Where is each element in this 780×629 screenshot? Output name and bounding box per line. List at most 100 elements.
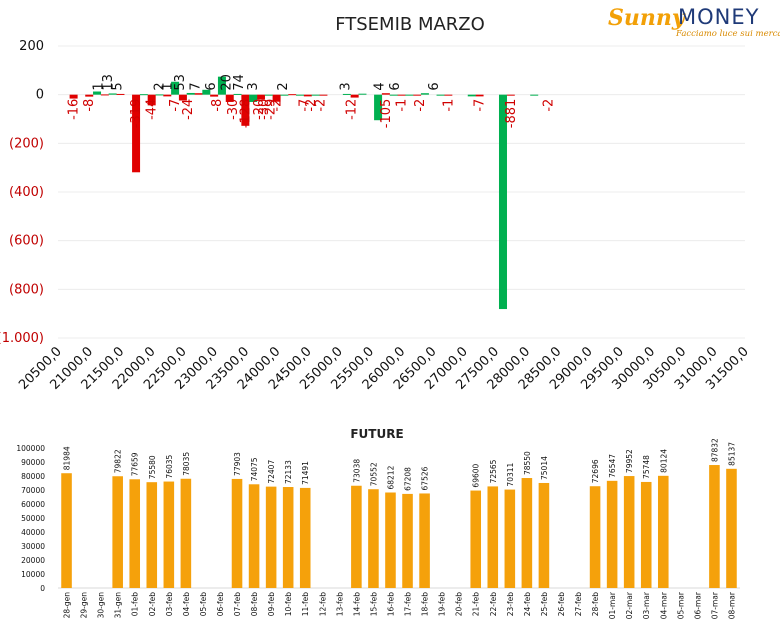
data-label: 70552 [369, 462, 378, 486]
ftsemib-marzo-chart: FTSEMIB MARZO 200 0 (200) (400) (600) (800) (1… [0, 14, 752, 393]
data-label: -7 [473, 99, 488, 112]
bar [108, 93, 117, 95]
chart1-x-axis: 20500,021000,021500,022000,022500,023000… [16, 344, 752, 393]
bar [85, 94, 94, 97]
data-label: 70311 [506, 462, 515, 486]
x-tick-label: 02-feb [148, 592, 157, 617]
bar [265, 486, 277, 588]
logo-money: MONEY [678, 5, 760, 29]
data-label: 78035 [182, 452, 191, 476]
data-label: 71491 [301, 461, 310, 485]
x-tick-label: 08-feb [250, 592, 259, 617]
bar [69, 94, 78, 99]
bar [381, 93, 390, 95]
data-label: 78550 [523, 451, 532, 475]
x-tick-label: 06-feb [216, 592, 225, 617]
data-label: -128 [238, 99, 253, 129]
x-tick-label: 26-feb [557, 592, 566, 617]
bar [467, 94, 476, 97]
bar [319, 94, 328, 96]
bar [475, 94, 484, 97]
x-tick-label: 22-feb [489, 592, 498, 617]
data-label: 1 [92, 82, 107, 90]
bar [93, 91, 102, 95]
data-label: -8 [82, 99, 97, 112]
data-label: 80124 [659, 449, 668, 473]
data-label: -2 [413, 99, 428, 112]
data-label: 77659 [131, 452, 140, 476]
data-label: 75748 [642, 455, 651, 479]
bar [61, 473, 72, 588]
bar [405, 94, 414, 96]
x-tick-label: 20-feb [455, 592, 464, 617]
y-tick-label: 100000 [16, 444, 45, 453]
data-label: -29 [263, 99, 278, 120]
data-label: 7 [188, 82, 203, 90]
x-tick-label: 03-feb [165, 592, 174, 617]
bar [256, 94, 265, 100]
bar [241, 94, 250, 126]
bar [350, 94, 359, 98]
y-tick-label: 20000 [21, 556, 45, 565]
data-label: 20 [220, 74, 235, 91]
bar [413, 94, 422, 96]
bar [506, 94, 515, 96]
bar [504, 489, 516, 588]
data-label: -2 [541, 99, 556, 112]
x-tick-label: 12-feb [318, 592, 327, 617]
bar [368, 489, 379, 588]
x-tick-label: 01-mar [608, 591, 617, 619]
x-tick-label: 03-mar [642, 591, 651, 619]
bar [623, 476, 635, 588]
y-tick-label: 10000 [21, 570, 45, 579]
y-tick-label: 200 [19, 39, 44, 54]
y-tick-label: 90000 [21, 458, 45, 467]
bar [726, 468, 737, 588]
bar [397, 94, 406, 96]
data-label: 72133 [284, 460, 293, 484]
chart2-bars [61, 465, 737, 588]
bar [288, 94, 297, 96]
data-label: 2 [152, 82, 167, 90]
x-tick-label: 04-feb [182, 592, 191, 617]
data-label: -44 [145, 99, 160, 120]
data-label: -881 [504, 99, 519, 129]
y-tick-label: 60000 [21, 500, 45, 509]
data-label: 76035 [165, 454, 174, 478]
x-tick-label: 07-mar [710, 591, 719, 619]
data-label: -20 [252, 99, 267, 120]
bar [264, 94, 273, 96]
data-label: 74 [232, 74, 247, 91]
x-tick-label: 13-feb [335, 592, 344, 617]
chart2-title: FUTURE [350, 427, 403, 441]
y-tick-label: (400) [9, 185, 44, 200]
bar [186, 92, 195, 95]
data-label: 79952 [625, 449, 634, 473]
data-label: 67208 [404, 467, 413, 491]
bar [180, 478, 192, 588]
bar [351, 485, 362, 588]
data-label: -16 [67, 99, 82, 120]
bar [231, 478, 243, 588]
chart1-title: FTSEMIB MARZO [335, 14, 485, 35]
data-label: 85137 [727, 442, 736, 466]
x-tick-label: 10-feb [284, 592, 293, 617]
x-tick-label: 08-mar [727, 591, 736, 619]
x-tick-label: 01-feb [131, 592, 140, 617]
data-label: 73038 [352, 459, 361, 483]
bar [210, 94, 219, 97]
bar [311, 94, 320, 96]
bar [657, 475, 669, 588]
logo-sunny: Sunny [608, 5, 685, 31]
data-label: 3 [246, 82, 261, 90]
bar [640, 481, 652, 588]
data-label: -2 [270, 99, 285, 112]
bar [280, 94, 289, 96]
data-label: 6 [388, 82, 403, 90]
bar [374, 94, 383, 121]
x-tick-label: 11-feb [301, 592, 310, 617]
data-label: 74075 [250, 457, 259, 481]
bar [139, 94, 148, 96]
data-label: 6 [204, 82, 219, 90]
bar [358, 93, 367, 95]
